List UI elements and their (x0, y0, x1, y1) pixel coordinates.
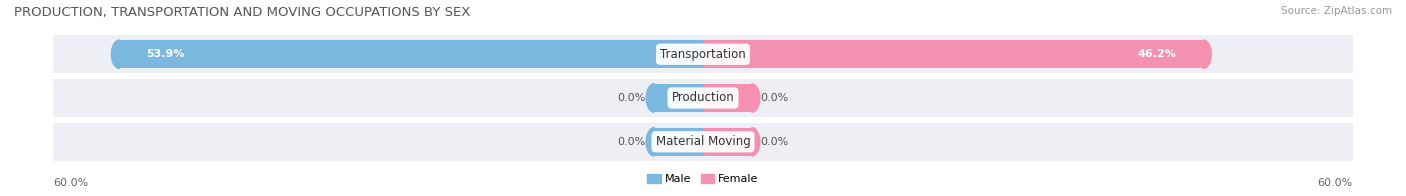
Bar (703, 128, 752, 156)
Polygon shape (752, 128, 759, 156)
Text: Material Moving: Material Moving (655, 135, 751, 148)
Polygon shape (111, 40, 120, 68)
Text: 0.0%: 0.0% (617, 137, 645, 147)
Bar (703, 40, 1204, 68)
Text: 60.0%: 60.0% (53, 178, 89, 188)
Bar (120, 40, 703, 68)
Text: 0.0%: 0.0% (761, 93, 789, 103)
Text: Production: Production (672, 92, 734, 104)
Polygon shape (1204, 40, 1212, 68)
Text: 60.0%: 60.0% (1317, 178, 1353, 188)
Polygon shape (647, 128, 654, 156)
Text: Transportation: Transportation (661, 48, 745, 61)
Polygon shape (647, 84, 654, 112)
Text: 46.2%: 46.2% (1137, 49, 1175, 59)
Text: Source: ZipAtlas.com: Source: ZipAtlas.com (1281, 6, 1392, 16)
Bar (654, 128, 703, 156)
Polygon shape (752, 84, 759, 112)
Bar (654, 84, 703, 112)
Text: 0.0%: 0.0% (761, 137, 789, 147)
Bar (703, 84, 752, 112)
Text: 53.9%: 53.9% (146, 49, 186, 59)
Text: PRODUCTION, TRANSPORTATION AND MOVING OCCUPATIONS BY SEX: PRODUCTION, TRANSPORTATION AND MOVING OC… (14, 6, 471, 19)
Text: 0.0%: 0.0% (617, 93, 645, 103)
Legend: Male, Female: Male, Female (645, 172, 761, 187)
